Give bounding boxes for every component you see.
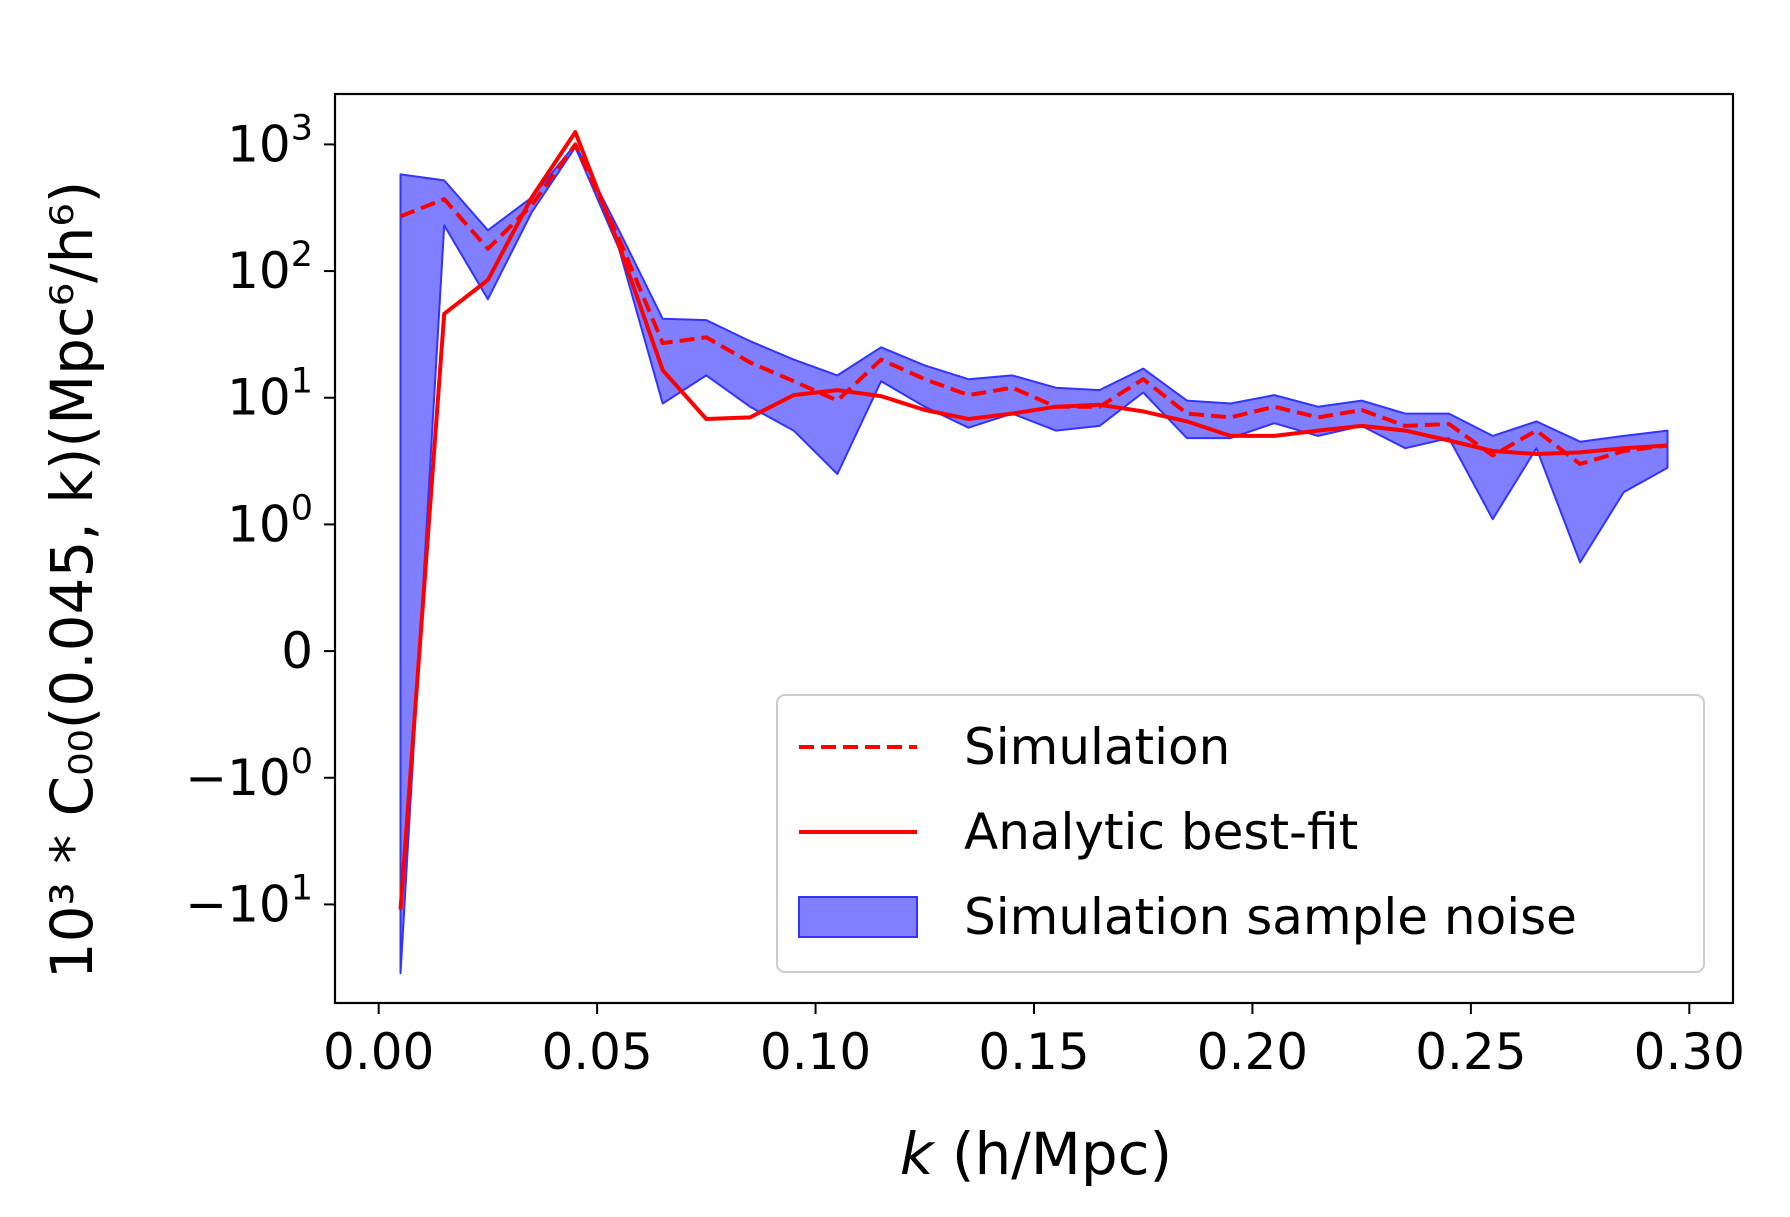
y-tick-label-exponent: 1 (291, 868, 313, 908)
x-axis-label-unit: (h/Mpc) (933, 1120, 1172, 1188)
y-tick-label: 0 (281, 622, 313, 680)
y-tick-label-exponent: 0 (291, 742, 313, 782)
y-tick-label-base: 10 (227, 369, 291, 427)
x-axis-label: k (h/Mpc) (900, 1120, 1172, 1188)
axes: 0.00 0.05 0.10 0.15 0.20 0.25 0.30−101−1000100… (185, 92, 1745, 1081)
legend: Simulation Analytic best-fit Simulation sa… (776, 694, 1705, 973)
x-tick-label: 0.00 (323, 1023, 434, 1081)
series-line-analytic-best-fit (398, 130, 1668, 910)
y-tick-label-base: −10 (185, 749, 291, 807)
legend-swatch-noise (798, 896, 918, 938)
y-tick-label: 101 (227, 362, 313, 427)
x-axis-label-italic: k (900, 1120, 936, 1188)
y-tick-label-base: 0 (281, 622, 313, 680)
y-tick-label: −101 (185, 868, 313, 933)
y-tick-label-base: −10 (185, 875, 291, 933)
y-tick-label-exponent: 1 (291, 362, 313, 402)
noise-band (399, 143, 1669, 975)
x-tick-label: 0.05 (541, 1023, 652, 1081)
y-tick-label-exponent: 2 (291, 235, 313, 275)
y-axis-label: 10³ * C₀₀(0.045, k)(Mpc⁶/h⁶) (38, 181, 106, 980)
y-tick-label-base: 10 (227, 115, 291, 173)
plot-area (398, 130, 1669, 975)
x-tick-label: 0.10 (760, 1023, 871, 1081)
x-tick-label: 0.20 (1197, 1023, 1308, 1081)
y-tick-label-exponent: 3 (291, 108, 313, 148)
y-tick-label: 100 (227, 488, 313, 553)
legend-box (776, 694, 1705, 973)
y-tick-label: 103 (227, 108, 313, 173)
y-tick-label-base: 10 (227, 495, 291, 553)
x-tick-label: 0.30 (1634, 1023, 1745, 1081)
x-tick-label: 0.25 (1415, 1023, 1526, 1081)
y-tick-label-base: 10 (227, 242, 291, 300)
x-tick-label: 0.15 (978, 1023, 1089, 1081)
y-tick-label: −100 (185, 742, 313, 807)
legend-label: Simulation (964, 718, 1230, 776)
y-tick-label: 102 (227, 235, 313, 300)
y-tick-label-exponent: 0 (291, 488, 313, 528)
legend-label: Simulation sample noise (964, 888, 1577, 946)
legend-label: Analytic best-fit (964, 803, 1358, 861)
